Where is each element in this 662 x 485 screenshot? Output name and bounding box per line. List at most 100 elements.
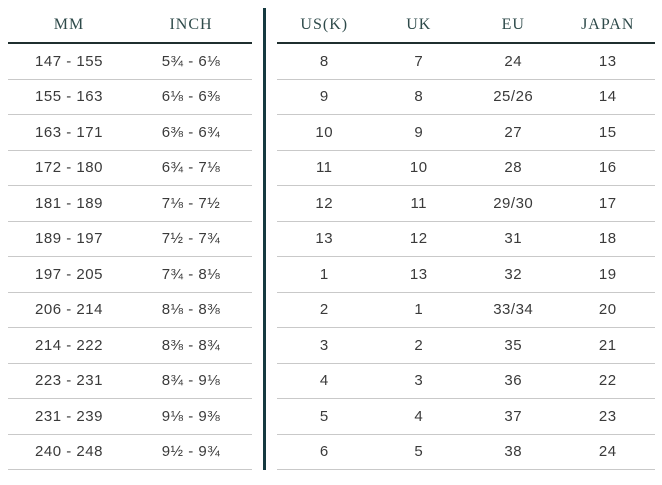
table-row: 240 - 248 9½ - 9¾ — [8, 434, 252, 470]
table-cell: 172 - 180 — [8, 150, 130, 186]
table-cell: 189 - 197 — [8, 221, 130, 257]
table-cell: 7½ - 7¾ — [130, 221, 252, 257]
table-cell: 5 — [371, 434, 466, 470]
table-row: 4 3 36 22 — [277, 363, 655, 399]
table-cell: 17 — [560, 185, 655, 222]
table-cell: 18 — [560, 221, 655, 257]
mm-inch-table-head: MM INCH — [8, 8, 252, 44]
column-header: MM — [8, 8, 130, 44]
table-cell: 28 — [466, 150, 561, 186]
table-row: 223 - 231 8¾ - 9⅛ — [8, 363, 252, 399]
table-cell: 13 — [277, 221, 372, 257]
table-cell: 5¾ - 6⅛ — [130, 43, 252, 80]
column-header: EU — [466, 8, 561, 44]
table-row: 3 2 35 21 — [277, 327, 655, 364]
table-cell: 7⅛ - 7½ — [130, 185, 252, 222]
table-row: 189 - 197 7½ - 7¾ — [8, 221, 252, 257]
table-cell: 163 - 171 — [8, 114, 130, 151]
table-cell: 8⅛ - 8⅜ — [130, 292, 252, 328]
table-cell: 1 — [277, 256, 372, 293]
table-cell: 37 — [466, 398, 561, 435]
table-row: 6 5 38 24 — [277, 434, 655, 470]
table-cell: 33/34 — [466, 292, 561, 328]
table-cell: 206 - 214 — [8, 292, 130, 328]
table-row: 2 1 33/34 20 — [277, 292, 655, 328]
table-cell: 5 — [277, 398, 372, 435]
table-row: 231 - 239 9⅛ - 9⅜ — [8, 398, 252, 435]
table-cell: 13 — [560, 43, 655, 80]
table-cell: 10 — [371, 150, 466, 186]
table-cell: 181 - 189 — [8, 185, 130, 222]
table-row: 155 - 163 6⅛ - 6⅜ — [8, 79, 252, 115]
table-row: 9 8 25/26 14 — [277, 79, 655, 115]
table-row: 8 7 24 13 — [277, 43, 655, 80]
table-row: 181 - 189 7⅛ - 7½ — [8, 185, 252, 222]
table-row: 13 12 31 18 — [277, 221, 655, 257]
table-cell: 6⅛ - 6⅜ — [130, 79, 252, 115]
table-cell: 32 — [466, 256, 561, 293]
table-cell: 3 — [277, 327, 372, 364]
table-cell: 2 — [371, 327, 466, 364]
table-cell: 9 — [371, 114, 466, 151]
international-sizes-table-head: US(K) UK EU JAPAN — [277, 8, 655, 44]
table-row: 10 9 27 15 — [277, 114, 655, 151]
table-cell: 7 — [371, 43, 466, 80]
table-cell: 155 - 163 — [8, 79, 130, 115]
table-cell: 14 — [560, 79, 655, 115]
table-cell: 2 — [277, 292, 372, 328]
table-cell: 8¾ - 9⅛ — [130, 363, 252, 399]
table-cell: 22 — [560, 363, 655, 399]
table-cell: 214 - 222 — [8, 327, 130, 364]
table-cell: 9⅛ - 9⅜ — [130, 398, 252, 435]
column-header: JAPAN — [560, 8, 655, 44]
table-row: 5 4 37 23 — [277, 398, 655, 435]
mm-inch-table: MM INCH 147 - 155 5¾ - 6⅛ 155 - 163 6⅛ - 6⅜ 1… — [8, 8, 252, 470]
table-cell: 20 — [560, 292, 655, 328]
table-cell: 147 - 155 — [8, 43, 130, 80]
table-cell: 35 — [466, 327, 561, 364]
table-row: 147 - 155 5¾ - 6⅛ — [8, 43, 252, 80]
table-cell: 240 - 248 — [8, 434, 130, 470]
table-cell: 197 - 205 — [8, 256, 130, 293]
table-cell: 12 — [371, 221, 466, 257]
table-row: 11 10 28 16 — [277, 150, 655, 186]
table-cell: 16 — [560, 150, 655, 186]
table-cell: 38 — [466, 434, 561, 470]
column-header: UK — [371, 8, 466, 44]
table-row: 214 - 222 8⅜ - 8¾ — [8, 327, 252, 364]
table-cell: 8 — [277, 43, 372, 80]
table-cell: 9 — [277, 79, 372, 115]
table-cell: 11 — [371, 185, 466, 222]
table-cell: 13 — [371, 256, 466, 293]
table-cell: 12 — [277, 185, 372, 222]
table-cell: 15 — [560, 114, 655, 151]
table-cell: 4 — [277, 363, 372, 399]
table-cell: 27 — [466, 114, 561, 151]
international-sizes-table-body: 8 7 24 13 9 8 25/26 14 10 9 27 15 11 10 28 16 12 11 29/30 1… — [277, 43, 655, 470]
table-cell: 24 — [466, 43, 561, 80]
table-cell: 21 — [560, 327, 655, 364]
table-cell: 1 — [371, 292, 466, 328]
table-cell: 223 - 231 — [8, 363, 130, 399]
table-cell: 31 — [466, 221, 561, 257]
mm-inch-table-body: 147 - 155 5¾ - 6⅛ 155 - 163 6⅛ - 6⅜ 163 - 17… — [8, 43, 252, 470]
table-cell: 25/26 — [466, 79, 561, 115]
table-cell: 9½ - 9¾ — [130, 434, 252, 470]
table-cell: 3 — [371, 363, 466, 399]
vertical-divider — [263, 8, 266, 470]
table-row: 206 - 214 8⅛ - 8⅜ — [8, 292, 252, 328]
table-row: 163 - 171 6⅜ - 6¾ — [8, 114, 252, 151]
table-cell: 231 - 239 — [8, 398, 130, 435]
size-conversion-chart: MM INCH 147 - 155 5¾ - 6⅛ 155 - 163 6⅛ - 6⅜ 1… — [8, 8, 655, 470]
table-cell: 36 — [466, 363, 561, 399]
table-cell: 6¾ - 7⅛ — [130, 150, 252, 186]
table-cell: 8 — [371, 79, 466, 115]
table-cell: 23 — [560, 398, 655, 435]
table-cell: 19 — [560, 256, 655, 293]
table-row: 1 13 32 19 — [277, 256, 655, 293]
table-cell: 6 — [277, 434, 372, 470]
table-cell: 6⅜ - 6¾ — [130, 114, 252, 151]
international-sizes-table: US(K) UK EU JAPAN 8 7 24 13 9 8 25/26 14 10 9 27 15 11 1… — [277, 8, 655, 470]
table-row: 172 - 180 6¾ - 7⅛ — [8, 150, 252, 186]
table-cell: 10 — [277, 114, 372, 151]
